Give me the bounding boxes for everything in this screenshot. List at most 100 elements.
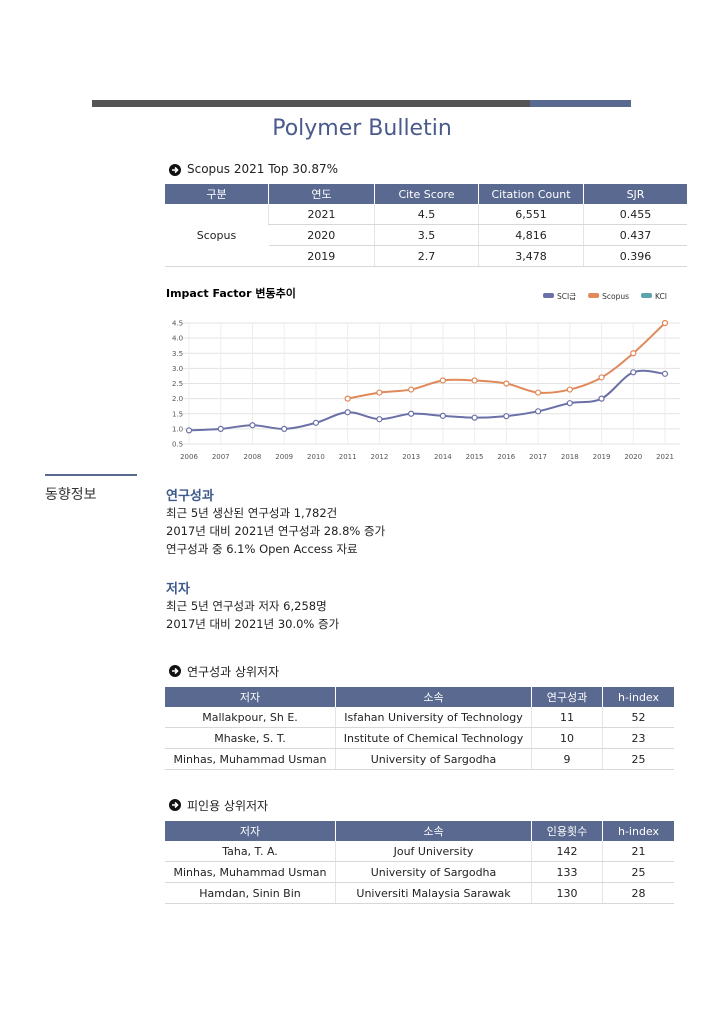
data-point	[376, 389, 383, 396]
data-point	[376, 416, 383, 423]
x-tick-label: 2006	[180, 453, 198, 461]
text-line: 최근 5년 연구성과 저자 6,258명	[166, 599, 327, 613]
text-line: 2017년 대비 2021년 연구성과 28.8% 증가	[166, 524, 386, 538]
table-cell: Mhaske, S. T.	[165, 727, 336, 749]
table-row: Mallakpour, Sh E. Isfahan University of T…	[165, 707, 674, 728]
legend-swatch	[641, 293, 653, 298]
table-cell: Institute of Chemical Technology	[335, 727, 532, 749]
table-cell: 28	[602, 882, 674, 904]
data-point	[185, 427, 193, 434]
header-cell: Citation Count	[478, 184, 584, 204]
header-row: 구분 연도 Cite Score Citation Count SJR	[165, 184, 687, 204]
data-point	[249, 422, 256, 429]
y-tick-label: 1.5	[172, 410, 183, 418]
y-tick-label: 3.0	[172, 365, 183, 373]
data-point	[661, 370, 669, 377]
data-point	[630, 350, 637, 357]
series-line	[188, 369, 666, 432]
x-tick-label: 2009	[275, 453, 293, 461]
data-point	[661, 319, 669, 327]
icon-arrow	[172, 166, 179, 174]
table-cell: 133	[531, 861, 603, 883]
x-tick-label: 2008	[244, 453, 262, 461]
data-point	[344, 395, 351, 402]
table-cell: Isfahan University of Technology	[335, 707, 532, 728]
x-tick-label: 2014	[434, 453, 452, 461]
table-cell: 2020	[268, 224, 375, 246]
y-tick-label: 2.0	[172, 395, 183, 403]
x-tick-label: 2021	[656, 453, 674, 461]
header-cell: Cite Score	[374, 184, 479, 204]
table-row: 2019 2.7 3,478 0.396	[165, 245, 687, 267]
table-row: Mhaske, S. T. Institute of Chemical Techn…	[165, 727, 674, 749]
legend-label: KCI	[655, 292, 667, 301]
table-cell: 0.396	[583, 245, 687, 267]
table-cell: Jouf University	[335, 841, 532, 862]
header-cell: 구분	[165, 184, 269, 204]
y-tick-label: 3.5	[172, 350, 183, 358]
data-point	[408, 410, 415, 417]
data-point	[534, 389, 542, 396]
side-label: 동향정보	[45, 487, 97, 503]
table-cell: 0.455	[583, 204, 687, 225]
header-cell: 연도	[268, 184, 375, 204]
data-point	[471, 414, 478, 421]
table-cell: University of Sargodha	[335, 748, 532, 770]
table-cell: 4.5	[374, 204, 479, 225]
top-bar	[92, 100, 530, 107]
y-tick-label: 4.5	[172, 320, 183, 328]
table-cell: 2019	[268, 245, 375, 267]
x-tick-label: 2011	[339, 453, 357, 461]
legend-label: Scopus	[602, 292, 629, 301]
data-point	[503, 413, 510, 420]
table-cell: Hamdan, Sinin Bin	[165, 882, 336, 904]
data-point	[534, 408, 542, 415]
header-cell: 인용횟수	[531, 821, 603, 841]
table-cell: 9	[531, 748, 603, 770]
table-cell: Mallakpour, Sh E.	[165, 707, 336, 728]
x-tick-label: 2007	[212, 453, 230, 461]
data-point	[566, 400, 573, 407]
x-tick-label: 2018	[561, 453, 579, 461]
group-cell: Scopus	[165, 204, 269, 267]
header-cell: 소속	[335, 821, 532, 841]
data-point	[439, 377, 446, 384]
table-cell: 2021	[268, 204, 375, 225]
table-row: Scopus 2021 4.5 6,551 0.455	[165, 204, 687, 267]
data-point	[503, 380, 510, 387]
x-tick-label: 2020	[624, 453, 642, 461]
header-cell: 소속	[335, 687, 532, 707]
header-cell: h-index	[602, 687, 674, 707]
header-cell: 연구성과	[531, 687, 603, 707]
title: Polymer Bulletin	[272, 116, 452, 141]
header-cell: 저자	[165, 687, 336, 707]
section-title: 연구성과	[166, 489, 214, 504]
icon-arrow	[172, 667, 179, 675]
header-row: 저자 소속 연구성과 h-index	[165, 687, 674, 707]
section-heading: 연구성과 상위저자	[187, 665, 280, 679]
table-row: 2020 3.5 4,816 0.437	[165, 224, 687, 246]
table-cell: 25	[602, 748, 674, 770]
top_cited-table: 저자 소속 인용횟수 h-index Taha, T. A. Jouf Universit…	[165, 821, 674, 904]
header-cell: SJR	[583, 184, 687, 204]
data-point	[471, 377, 478, 384]
side-rule	[45, 474, 137, 476]
table-cell: Minhas, Muhammad Usman	[165, 748, 336, 770]
table-cell: Taha, T. A.	[165, 841, 336, 862]
section-heading: Scopus 2021 Top 30.87%	[187, 162, 339, 176]
x-tick-label: 2016	[497, 453, 515, 461]
icon-arrow	[172, 801, 179, 809]
chart: Impact Factor 변동추이 SCI급 Scopus KCI 0.5 1.0 1.5…	[166, 286, 680, 461]
data-point	[598, 374, 605, 381]
header-row: 저자 소속 인용횟수 h-index	[165, 821, 674, 841]
data-point	[566, 386, 573, 393]
table-cell: 142	[531, 841, 603, 862]
data-point	[598, 395, 605, 402]
chart-title: Impact Factor 변동추이	[166, 286, 296, 300]
top_output-table: 저자 소속 연구성과 h-index Mallakpour, Sh E. Isfahan …	[165, 687, 674, 770]
y-tick-label: 1.0	[172, 425, 183, 433]
legend-label: SCI급	[557, 292, 576, 301]
data-point	[344, 409, 351, 416]
x-tick-label: 2015	[466, 453, 484, 461]
table-cell: 11	[531, 707, 603, 728]
